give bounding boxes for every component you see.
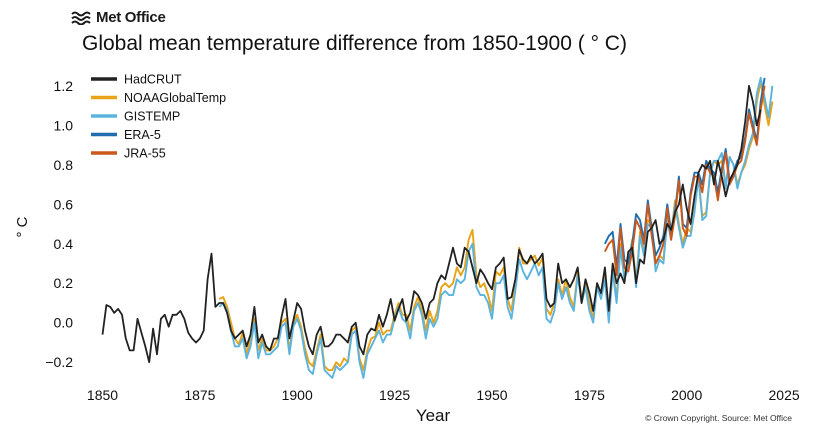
- x-axis-label: Year: [416, 406, 451, 425]
- y-tick-label: 1.2: [54, 78, 74, 94]
- y-tick-label: 0.6: [54, 196, 74, 212]
- y-tick-label: 0.2: [54, 275, 74, 291]
- y-axis-label: ° C: [14, 216, 31, 237]
- x-tick-label: 2000: [671, 387, 702, 403]
- y-tick-label: −0.2: [45, 354, 73, 370]
- x-tick-label: 1900: [282, 387, 313, 403]
- legend-label: ERA-5: [124, 128, 161, 142]
- legend-label: HadCRUT: [124, 73, 182, 87]
- y-tick-label: 0.0: [54, 315, 74, 331]
- copyright-credit: © Crown Copyright. Source: Met Office: [645, 413, 792, 423]
- series-layer: [101, 76, 774, 379]
- x-tick-label: 1975: [574, 387, 605, 403]
- legend-label: NOAAGlobalTemp: [124, 91, 226, 105]
- x-tick-label: 1850: [87, 387, 118, 403]
- y-tick-label: 0.8: [54, 157, 74, 173]
- chart-title: Global mean temperature difference from …: [82, 32, 627, 55]
- series-line-hadcrut: [101, 84, 762, 364]
- y-axis-ticks: −0.2 0.0 0.2 0.4 0.6 0.8 1.0 1.2: [45, 78, 73, 370]
- met-office-wave-icon: [71, 11, 91, 25]
- legend: HadCRUT NOAAGlobalTemp GISTEMP ERA-5 JRA-55: [91, 73, 226, 161]
- legend-label: GISTEMP: [124, 110, 180, 124]
- x-tick-label: 1950: [476, 387, 507, 403]
- x-tick-label: 2025: [769, 387, 800, 403]
- series-line-noaaglobaltemp: [218, 80, 774, 372]
- legend-label: JRA-55: [124, 147, 166, 161]
- series-line-jra-55: [604, 85, 766, 277]
- brand-name: Met Office: [96, 9, 166, 26]
- x-axis-ticks: 1850 1875 1900 1925 1950 1975 2000 2025: [87, 387, 800, 403]
- series-line-gistemp: [218, 76, 774, 379]
- x-tick-label: 1875: [184, 387, 215, 403]
- met-office-logo: Met Office: [71, 9, 166, 26]
- x-tick-label: 1925: [379, 387, 410, 403]
- y-tick-label: 1.0: [54, 117, 74, 133]
- y-tick-label: 0.4: [54, 236, 74, 252]
